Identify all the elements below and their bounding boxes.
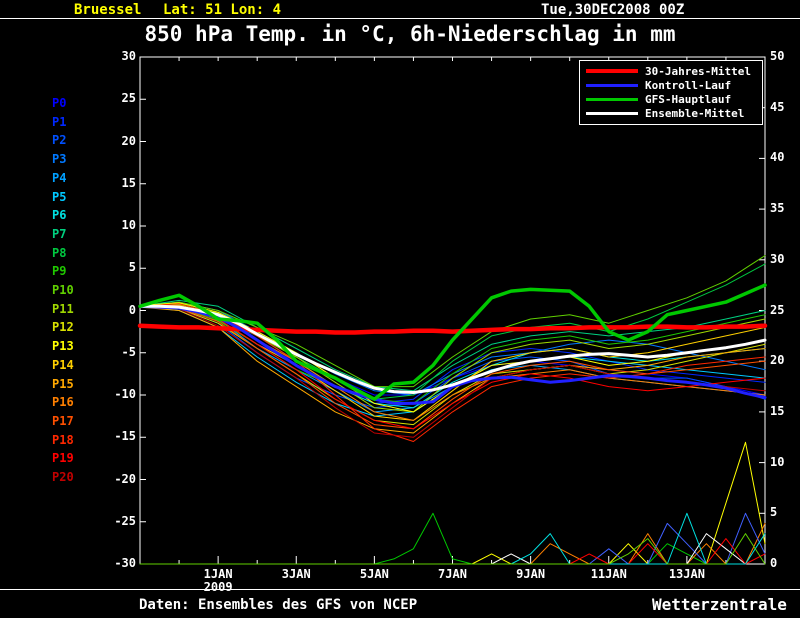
legend-label: Ensemble-Mittel xyxy=(645,107,745,121)
series-gfs-hauptlauf xyxy=(138,283,767,401)
brand-wetterzentrale: Wetterzentrale xyxy=(652,595,787,614)
legend-row: Ensemble-Mittel xyxy=(586,107,756,120)
member-line-P17 xyxy=(139,304,766,430)
member-line-P19 xyxy=(139,305,766,430)
legend-line-sample xyxy=(586,112,638,116)
footer-divider xyxy=(0,589,800,590)
legend-line-sample xyxy=(586,69,638,74)
legend-line-sample xyxy=(586,83,638,87)
plot-frame xyxy=(139,56,766,565)
series-kontroll-lauf xyxy=(138,304,767,405)
legend-line-sample xyxy=(586,98,638,102)
chart-legend: 30-Jahres-Mittel Kontroll-Lauf GFS-Hauptla… xyxy=(579,60,763,125)
legend-row: Kontroll-Lauf xyxy=(586,79,756,92)
data-source: Daten: Ensembles des GFS von NCEP xyxy=(139,597,418,613)
precip-series-7 xyxy=(139,533,766,565)
run-datetime: Tue,30DEC2008 00Z xyxy=(541,2,685,18)
station-coords: Lat: 51 Lon: 4 xyxy=(163,2,282,18)
header-divider xyxy=(0,18,800,19)
legend-row: GFS-Hauptlauf xyxy=(586,93,756,106)
legend-label: 30-Jahres-Mittel xyxy=(645,64,751,78)
series-ensemble-mittel xyxy=(138,304,767,394)
legend-row: 30-Jahres-Mittel xyxy=(586,65,756,78)
series-30-jahres-mittel xyxy=(137,323,768,335)
station-name: Bruessel xyxy=(74,2,142,18)
legend-label: GFS-Hauptlauf xyxy=(645,93,732,107)
legend-label: Kontroll-Lauf xyxy=(645,78,732,92)
chart-title: 850 hPa Temp. in °C, 6h-Niederschlag in … xyxy=(144,22,676,46)
